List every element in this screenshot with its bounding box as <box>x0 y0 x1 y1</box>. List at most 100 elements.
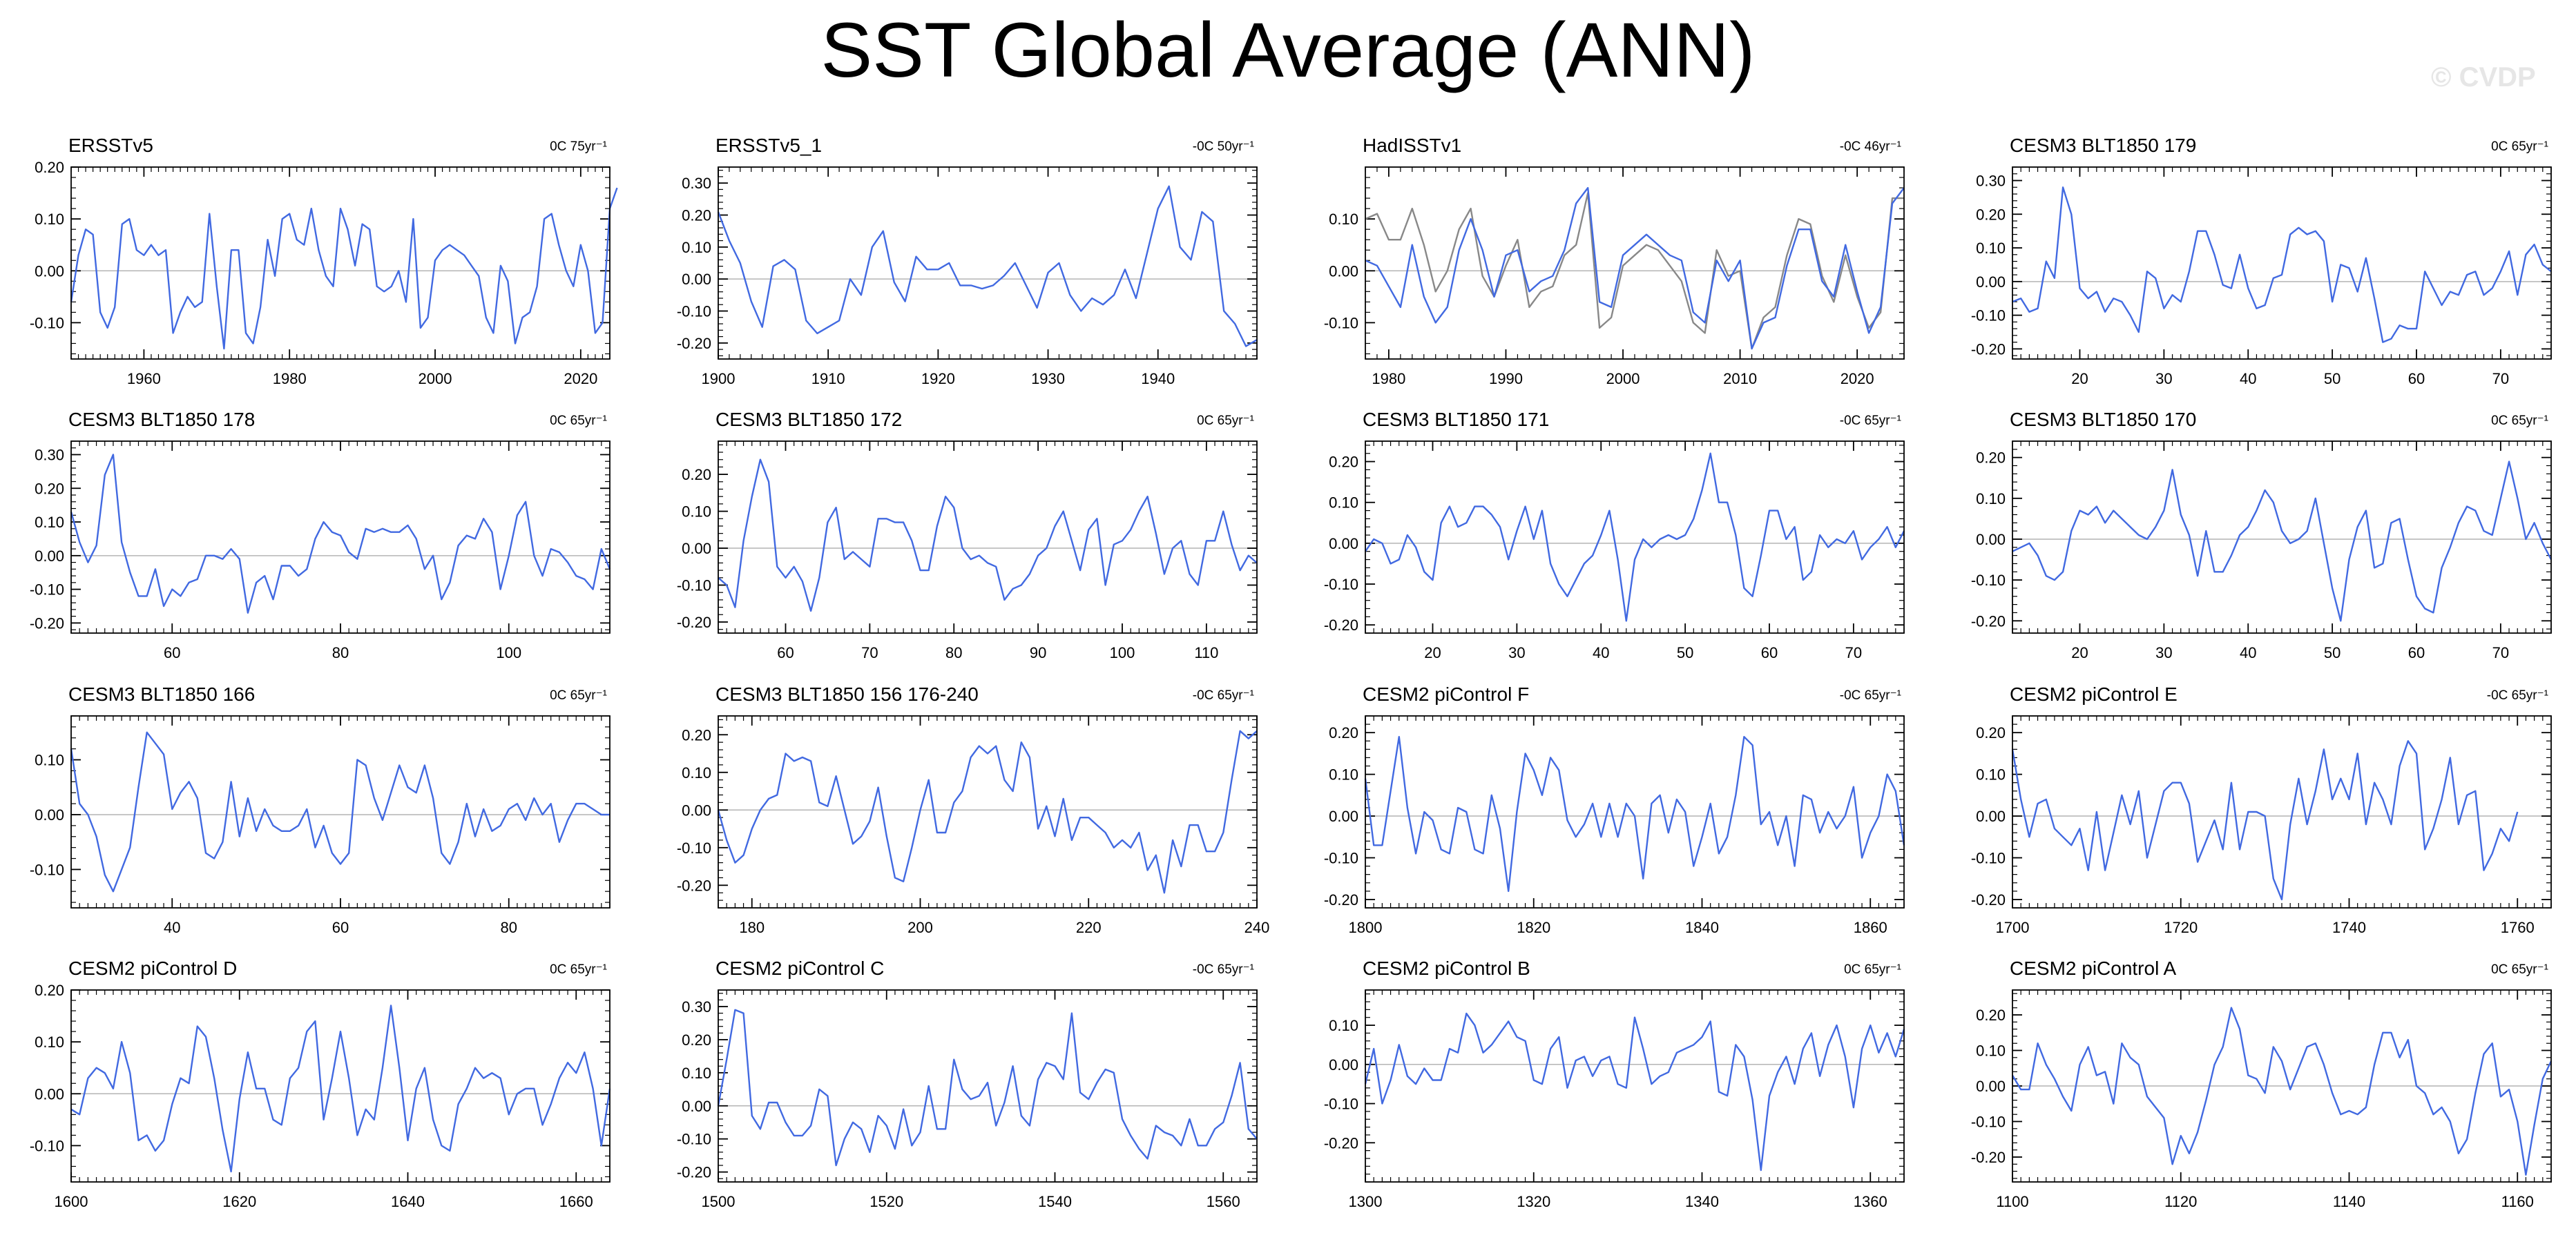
x-tick-label: 60 <box>1761 644 1778 661</box>
y-tick-label: -0.10 <box>30 861 64 878</box>
y-tick-label: 0.30 <box>682 175 711 192</box>
chart-panel-11: CESM2 piControl F -0C 65yr⁻¹ 1800 1820 1840 1… <box>1324 683 1905 936</box>
panel-title: CESM3 BLT1850 178 <box>68 409 255 430</box>
y-tick-label: 0.00 <box>35 262 64 280</box>
panel-title: CESM3 BLT1850 171 <box>1363 409 1549 430</box>
plot-frame <box>1365 166 1905 360</box>
y-tick-label: -0.10 <box>30 581 64 599</box>
series-line-ersstv5-1 <box>717 185 1258 347</box>
panel-title: CESM3 BLT1850 172 <box>715 409 902 430</box>
y-tick-label: -0.20 <box>1971 612 2006 630</box>
series-line-cesm2-picontrol-a <box>2011 1007 2553 1176</box>
y-tick-label: 0.10 <box>1329 766 1358 784</box>
y-tick-label: 0.20 <box>35 159 64 176</box>
y-tick-label: 0.00 <box>1976 531 2006 548</box>
y-tick-label: 0.10 <box>1329 494 1358 512</box>
x-tick-label: 70 <box>861 644 878 661</box>
plot-frame <box>2012 440 2552 634</box>
chart-panel-12: CESM2 piControl E -0C 65yr⁻¹ 1700 1720 1740 1… <box>1971 683 2552 936</box>
y-tick-label: 0.10 <box>1976 766 2006 784</box>
x-tick-label: 1160 <box>2501 1193 2534 1210</box>
plot-frame <box>70 440 611 634</box>
y-tick-label: -0.10 <box>30 314 64 331</box>
y-tick-label: -0.10 <box>677 840 711 857</box>
y-tick-label: -0.10 <box>1971 307 2006 324</box>
x-tick-label: 1940 <box>1141 370 1175 387</box>
y-tick-label: 0.10 <box>682 764 711 782</box>
x-tick-label: 50 <box>2324 370 2340 387</box>
panel-title: CESM2 piControl E <box>2010 683 2178 705</box>
y-tick-label: 0.00 <box>1976 808 2006 825</box>
y-tick-label: -0.20 <box>1324 617 1358 634</box>
y-tick-label: 0.10 <box>1976 240 2006 257</box>
x-tick-label: 1820 <box>1517 919 1550 936</box>
plot-frame <box>2012 715 2552 909</box>
y-tick-label: 0.30 <box>1976 173 2006 190</box>
y-tick-label: -0.20 <box>30 614 64 632</box>
x-tick-label: 1800 <box>1349 919 1383 936</box>
panel-title: CESM2 piControl B <box>1363 958 1530 979</box>
y-tick-label: -0.10 <box>1324 576 1358 593</box>
y-tick-label: 0.10 <box>35 1034 64 1051</box>
x-tick-label: 1300 <box>1349 1193 1383 1210</box>
y-tick-label: -0.20 <box>677 1164 711 1181</box>
y-tick-label: 0.10 <box>35 514 64 531</box>
panel-title: CESM3 BLT1850 166 <box>68 683 255 705</box>
x-tick-label: 60 <box>777 644 794 661</box>
x-tick-label: 30 <box>2155 644 2172 661</box>
x-tick-label: 40 <box>2240 370 2256 387</box>
x-tick-label: 20 <box>2071 644 2088 661</box>
y-tick-label: 0.00 <box>1329 535 1358 552</box>
series-line-cesm3-blt1850-166 <box>70 731 610 893</box>
x-tick-label: 1700 <box>1996 919 2030 936</box>
figure-title: SST Global Average (ANN) <box>820 7 1756 93</box>
x-tick-label: 80 <box>332 644 349 661</box>
series-line-cesm3-blt1850-172 <box>718 458 1258 612</box>
chart-panel-14: CESM2 piControl C -0C 65yr⁻¹ 1500 1520 1540 1… <box>677 958 1258 1210</box>
x-tick-label: 1980 <box>1372 370 1405 387</box>
x-tick-label: 1720 <box>2164 919 2198 936</box>
chart-panel-5: CESM3 BLT1850 178 0C 65yr⁻¹ 60 80 100 -0.20 -0… <box>30 409 611 661</box>
x-tick-label: 1640 <box>391 1193 425 1210</box>
y-tick-label: 0.00 <box>1329 262 1358 280</box>
plot-frame <box>70 166 611 360</box>
chart-panel-13: CESM2 piControl D 0C 65yr⁻¹ 1600 1620 1640 16… <box>30 958 611 1210</box>
y-tick-label: 0.20 <box>682 1031 711 1049</box>
watermark: © CVDP <box>2431 62 2536 93</box>
panel-title: CESM3 BLT1850 156 176-240 <box>715 683 979 705</box>
x-tick-label: 30 <box>2155 370 2172 387</box>
series-line-cesm2-picontrol-c <box>717 1009 1258 1167</box>
y-tick-label: 0.00 <box>35 806 64 824</box>
panel-title: ERSSTv5_1 <box>715 135 822 156</box>
trend-label: 0C 65yr⁻¹ <box>2491 139 2548 154</box>
trend-label: 0C 65yr⁻¹ <box>550 962 607 977</box>
panel-title: CESM2 piControl F <box>1363 683 1529 705</box>
series-line-cesm2-picontrol-f <box>1364 735 1905 893</box>
x-tick-label: 2020 <box>1840 370 1874 387</box>
series-line-cesm3-blt1850-171 <box>1365 452 1905 622</box>
trend-label: 0C 75yr⁻¹ <box>550 139 607 154</box>
chart-panel-9: CESM3 BLT1850 166 0C 65yr⁻¹ 40 60 80 -0.10 0.0… <box>30 683 611 936</box>
plot-frame <box>718 989 1258 1183</box>
chart-panel-4: CESM3 BLT1850 179 0C 65yr⁻¹ 20 30 40 50 60 70 -0… <box>1971 135 2552 387</box>
trend-label: -0C 50yr⁻¹ <box>1193 139 1254 154</box>
x-tick-label: 1560 <box>1207 1193 1240 1210</box>
y-tick-label: 0.10 <box>682 503 711 521</box>
panel-title: HadISSTv1 <box>1363 135 1461 156</box>
plot-frame <box>1365 989 1905 1183</box>
x-tick-label: 220 <box>1076 919 1102 936</box>
x-tick-label: 60 <box>2408 370 2425 387</box>
x-tick-label: 1980 <box>273 370 307 387</box>
chart-panel-10: CESM3 BLT1850 156 176-240 -0C 65yr⁻¹ 180 20… <box>677 683 1270 936</box>
y-tick-label: -0.20 <box>1971 1149 2006 1166</box>
y-tick-label: 0.10 <box>1329 211 1358 228</box>
x-tick-label: 70 <box>1845 644 1862 661</box>
x-tick-label: 20 <box>2071 370 2088 387</box>
x-tick-label: 50 <box>1677 644 1693 661</box>
y-tick-label: -0.10 <box>677 1131 711 1148</box>
x-tick-label: 240 <box>1244 919 1270 936</box>
x-tick-label: 1760 <box>2501 919 2535 936</box>
trend-label: -0C 46yr⁻¹ <box>1840 139 1901 154</box>
y-tick-label: 0.00 <box>1329 808 1358 825</box>
series-line-cesm2-picontrol-b <box>1364 1012 1905 1172</box>
